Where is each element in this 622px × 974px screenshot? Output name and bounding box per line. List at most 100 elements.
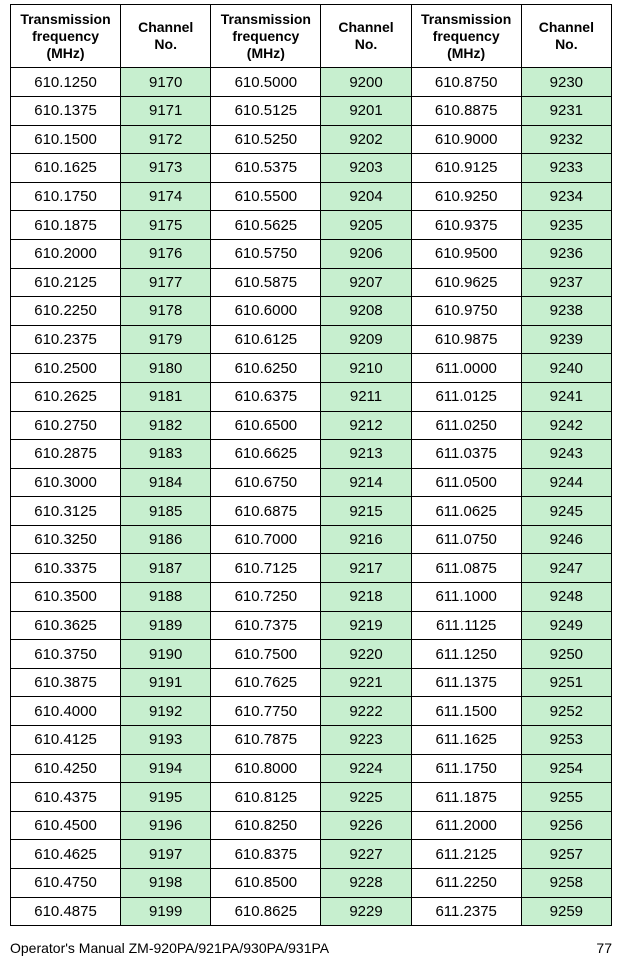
cell-channel: 9242 xyxy=(521,411,611,440)
cell-frequency: 610.5750 xyxy=(211,239,321,268)
cell-frequency: 611.1625 xyxy=(411,726,521,755)
cell-frequency: 610.1250 xyxy=(11,68,121,97)
table-row: 610.18759175610.56259205610.93759235 xyxy=(11,211,612,240)
cell-frequency: 610.5250 xyxy=(211,125,321,154)
cell-channel: 9218 xyxy=(321,583,411,612)
cell-frequency: 610.2625 xyxy=(11,382,121,411)
table-row: 610.40009192610.77509222611.15009252 xyxy=(11,697,612,726)
cell-frequency: 610.8750 xyxy=(411,68,521,97)
cell-frequency: 610.4875 xyxy=(11,897,121,926)
cell-channel: 9251 xyxy=(521,668,611,697)
cell-channel: 9198 xyxy=(121,869,211,898)
table-row: 610.37509190610.75009220611.12509250 xyxy=(11,640,612,669)
cell-frequency: 610.6375 xyxy=(211,382,321,411)
cell-frequency: 610.3625 xyxy=(11,611,121,640)
cell-channel: 9176 xyxy=(121,239,211,268)
cell-channel: 9254 xyxy=(521,754,611,783)
table-row: 610.13759171610.51259201610.88759231 xyxy=(11,96,612,125)
cell-channel: 9240 xyxy=(521,354,611,383)
cell-channel: 9200 xyxy=(321,68,411,97)
cell-frequency: 610.5875 xyxy=(211,268,321,297)
cell-frequency: 610.3750 xyxy=(11,640,121,669)
cell-channel: 9188 xyxy=(121,583,211,612)
table-row: 610.38759191610.76259221611.13759251 xyxy=(11,668,612,697)
cell-frequency: 611.1500 xyxy=(411,697,521,726)
cell-channel: 9183 xyxy=(121,440,211,469)
cell-channel: 9257 xyxy=(521,840,611,869)
cell-frequency: 610.2375 xyxy=(11,325,121,354)
cell-frequency: 610.8875 xyxy=(411,96,521,125)
cell-frequency: 610.1500 xyxy=(11,125,121,154)
cell-channel: 9236 xyxy=(521,239,611,268)
cell-frequency: 610.6625 xyxy=(211,440,321,469)
col-header-frequency: Transmissionfrequency(MHz) xyxy=(11,5,121,68)
cell-frequency: 610.9500 xyxy=(411,239,521,268)
cell-channel: 9191 xyxy=(121,668,211,697)
cell-frequency: 610.6250 xyxy=(211,354,321,383)
cell-frequency: 610.5375 xyxy=(211,154,321,183)
cell-frequency: 610.2750 xyxy=(11,411,121,440)
cell-frequency: 611.0000 xyxy=(411,354,521,383)
cell-channel: 9259 xyxy=(521,897,611,926)
cell-frequency: 610.4000 xyxy=(11,697,121,726)
cell-channel: 9199 xyxy=(121,897,211,926)
cell-frequency: 610.5000 xyxy=(211,68,321,97)
cell-frequency: 610.7625 xyxy=(211,668,321,697)
cell-channel: 9219 xyxy=(321,611,411,640)
cell-channel: 9234 xyxy=(521,182,611,211)
cell-frequency: 611.0875 xyxy=(411,554,521,583)
cell-channel: 9189 xyxy=(121,611,211,640)
cell-channel: 9243 xyxy=(521,440,611,469)
cell-channel: 9256 xyxy=(521,811,611,840)
cell-frequency: 610.9000 xyxy=(411,125,521,154)
cell-frequency: 610.8625 xyxy=(211,897,321,926)
cell-channel: 9233 xyxy=(521,154,611,183)
cell-frequency: 610.4125 xyxy=(11,726,121,755)
cell-channel: 9217 xyxy=(321,554,411,583)
cell-channel: 9228 xyxy=(321,869,411,898)
cell-frequency: 611.0250 xyxy=(411,411,521,440)
cell-frequency: 611.1250 xyxy=(411,640,521,669)
table-row: 610.21259177610.58759207610.96259237 xyxy=(11,268,612,297)
col-header-frequency: Transmissionfrequency(MHz) xyxy=(411,5,521,68)
cell-frequency: 611.1875 xyxy=(411,783,521,812)
cell-frequency: 610.6750 xyxy=(211,468,321,497)
page: Transmissionfrequency(MHz)ChannelNo.Tran… xyxy=(0,0,622,974)
table-row: 610.27509182610.65009212611.02509242 xyxy=(11,411,612,440)
cell-channel: 9222 xyxy=(321,697,411,726)
cell-frequency: 611.2250 xyxy=(411,869,521,898)
cell-frequency: 610.5125 xyxy=(211,96,321,125)
cell-frequency: 611.1750 xyxy=(411,754,521,783)
cell-frequency: 610.8375 xyxy=(211,840,321,869)
cell-channel: 9253 xyxy=(521,726,611,755)
table-row: 610.42509194610.80009224611.17509254 xyxy=(11,754,612,783)
cell-frequency: 610.1750 xyxy=(11,182,121,211)
table-row: 610.47509198610.85009228611.22509258 xyxy=(11,869,612,898)
cell-channel: 9246 xyxy=(521,525,611,554)
col-header-channel: ChannelNo. xyxy=(521,5,611,68)
cell-frequency: 610.9125 xyxy=(411,154,521,183)
table-row: 610.36259189610.73759219611.11259249 xyxy=(11,611,612,640)
table-row: 610.16259173610.53759203610.91259233 xyxy=(11,154,612,183)
table-row: 610.35009188610.72509218611.10009248 xyxy=(11,583,612,612)
cell-channel: 9181 xyxy=(121,382,211,411)
cell-frequency: 611.2000 xyxy=(411,811,521,840)
cell-frequency: 610.2125 xyxy=(11,268,121,297)
table-row: 610.23759179610.61259209610.98759239 xyxy=(11,325,612,354)
cell-channel: 9202 xyxy=(321,125,411,154)
cell-frequency: 611.0125 xyxy=(411,382,521,411)
cell-channel: 9220 xyxy=(321,640,411,669)
cell-channel: 9230 xyxy=(521,68,611,97)
cell-channel: 9210 xyxy=(321,354,411,383)
cell-frequency: 610.9875 xyxy=(411,325,521,354)
col-header-channel: ChannelNo. xyxy=(321,5,411,68)
cell-channel: 9247 xyxy=(521,554,611,583)
cell-frequency: 611.1000 xyxy=(411,583,521,612)
table-row: 610.31259185610.68759215611.06259245 xyxy=(11,497,612,526)
cell-channel: 9214 xyxy=(321,468,411,497)
cell-channel: 9187 xyxy=(121,554,211,583)
cell-channel: 9211 xyxy=(321,382,411,411)
cell-channel: 9190 xyxy=(121,640,211,669)
table-row: 610.30009184610.67509214611.05009244 xyxy=(11,468,612,497)
cell-frequency: 611.0625 xyxy=(411,497,521,526)
